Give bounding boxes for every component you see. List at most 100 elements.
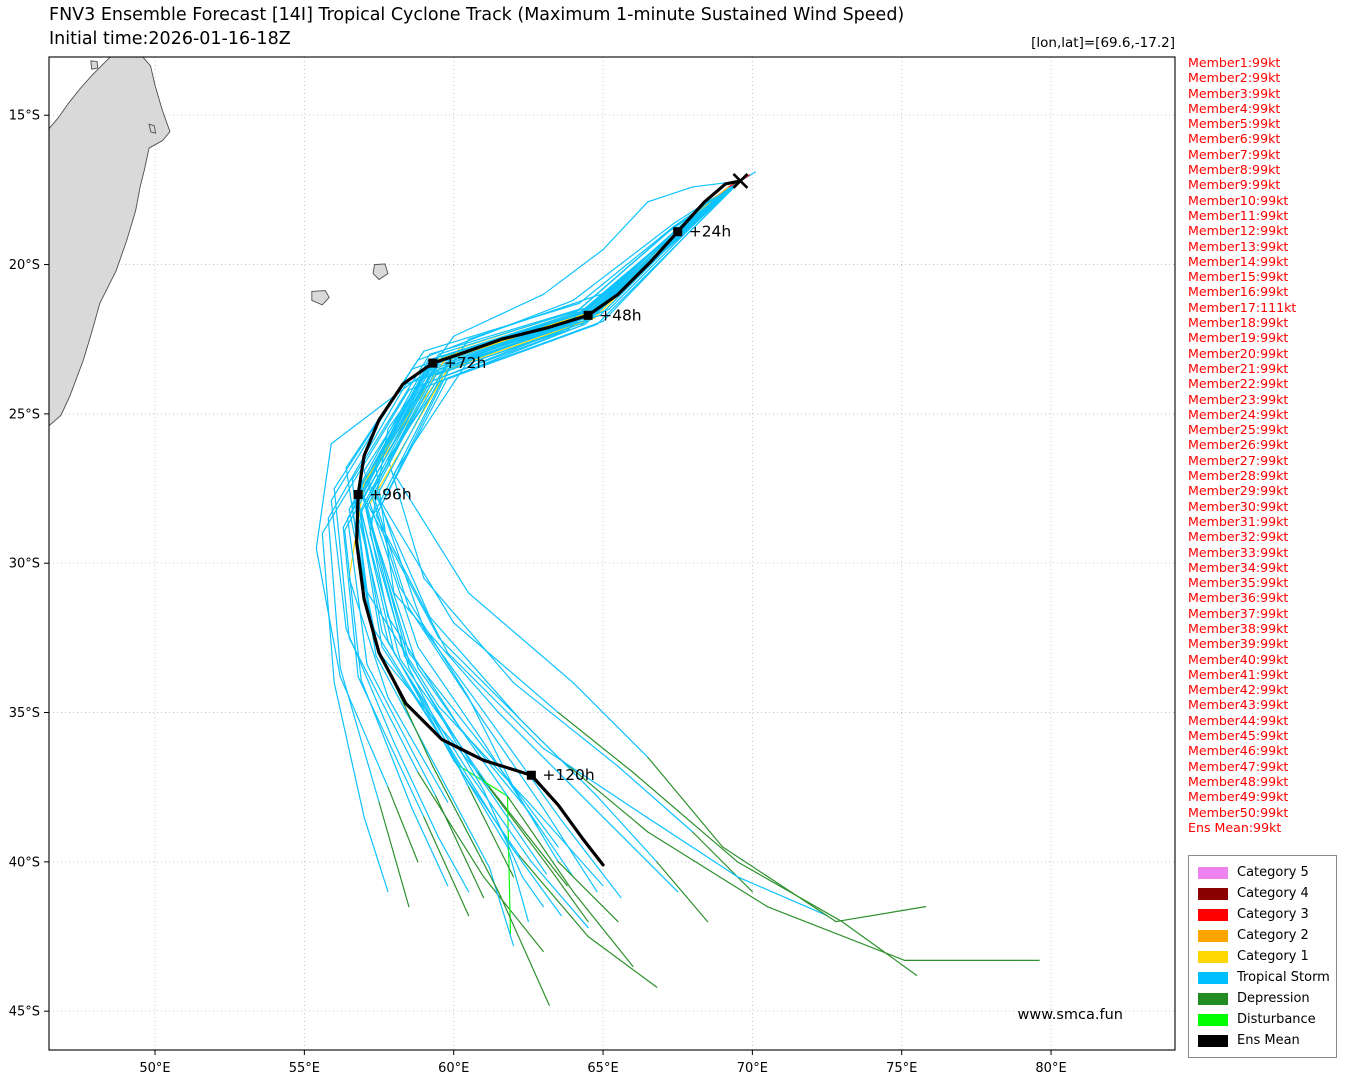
- waypoint-marker: [526, 770, 536, 780]
- member-track-segment: [575, 231, 670, 313]
- member-wind-item: Member36:99kt: [1188, 590, 1289, 606]
- member-track-segment: [339, 667, 380, 803]
- legend-swatch: [1198, 971, 1228, 984]
- y-tick-label: 40°S: [9, 855, 40, 870]
- legend-label: Category 2: [1237, 928, 1309, 943]
- member-track-segment: [453, 759, 521, 857]
- member-track-segment: [721, 846, 837, 923]
- member-track-segment: [421, 320, 579, 379]
- legend-item: Category 4: [1198, 883, 1327, 904]
- member-wind-item: Member18:99kt: [1188, 315, 1289, 331]
- member-wind-item: Member48:99kt: [1188, 773, 1289, 789]
- member-track-segment: [632, 771, 739, 863]
- member-wind-item: Member21:99kt: [1188, 360, 1289, 376]
- legend-swatch: [1198, 866, 1228, 879]
- member-track-segment: [345, 628, 395, 743]
- legend-label: Category 4: [1237, 886, 1309, 901]
- member-track-segment: [376, 493, 425, 630]
- landmass-sainte_marie: [148, 123, 157, 134]
- member-track-segment: [468, 786, 515, 878]
- member-wind-item: Member50:99kt: [1188, 804, 1289, 820]
- member-track-segment: [408, 607, 485, 723]
- member-wind-item: Member33:99kt: [1188, 544, 1289, 560]
- member-wind-item: Member6:99kt: [1188, 131, 1281, 147]
- waypoint-label: +24h: [689, 223, 732, 241]
- member-wind-item: Member2:99kt: [1188, 70, 1281, 86]
- member-track-segment: [447, 317, 595, 370]
- initial-position-label: [lon,lat]=[69.6,-17.2]: [1031, 35, 1175, 51]
- member-track-segment: [424, 325, 582, 388]
- member-track-segment: [315, 547, 341, 678]
- member-wind-item: Member8:99kt: [1188, 162, 1281, 178]
- member-wind-item: Member32:99kt: [1188, 529, 1289, 545]
- member-track-segment: [381, 502, 455, 624]
- member-track-segment: [393, 473, 470, 594]
- legend-label: Category 1: [1237, 949, 1309, 964]
- landmass-nosy_be: [90, 60, 99, 70]
- member-wind-item: Ens Mean:99kt: [1188, 819, 1282, 835]
- member-track-segment: [367, 355, 444, 481]
- member-track-segment: [393, 741, 440, 839]
- member-track-segment: [417, 771, 485, 878]
- member-wind-item: Member3:99kt: [1188, 85, 1281, 101]
- member-track-segment: [438, 705, 529, 803]
- member-track-segment: [766, 906, 906, 962]
- member-track-segment: [608, 228, 691, 310]
- member-track-segment: [364, 504, 406, 657]
- member-track-segment: [506, 846, 529, 923]
- member-track-segment: [617, 765, 694, 833]
- member-track-segment: [348, 637, 419, 773]
- member-wind-item: Member25:99kt: [1188, 422, 1289, 438]
- member-track-segment: [387, 786, 419, 863]
- member-track-segment: [442, 307, 594, 357]
- member-track-segment: [497, 891, 550, 1006]
- page-title: FNV3 Ensemble Forecast [14I] Tropical Cy…: [49, 5, 905, 25]
- x-tick-label: 65°E: [587, 1061, 618, 1076]
- legend-item: Category 1: [1198, 946, 1327, 967]
- legend-item: Disturbance: [1198, 1009, 1327, 1030]
- member-track-segment: [479, 777, 547, 875]
- member-track-segment: [692, 831, 753, 893]
- member-wind-item: Member28:99kt: [1188, 468, 1289, 484]
- member-wind-item: Member14:99kt: [1188, 253, 1289, 269]
- initial-time-label: Initial time:2026-01-16-18Z: [49, 29, 291, 49]
- legend-label: Depression: [1237, 991, 1310, 1006]
- member-track-segment: [429, 308, 580, 355]
- member-track-segment: [432, 765, 500, 893]
- member-track-segment: [423, 577, 515, 684]
- member-wind-item: Member37:99kt: [1188, 605, 1289, 621]
- member-track-segment: [436, 316, 591, 369]
- y-tick-label: 25°S: [9, 407, 40, 422]
- member-wind-item: Member13:99kt: [1188, 238, 1289, 254]
- member-track-segment: [408, 667, 470, 788]
- member-track-segment: [429, 616, 521, 720]
- member-track-segment: [476, 771, 550, 869]
- member-wind-item: Member27:99kt: [1188, 452, 1289, 468]
- member-track-segment: [333, 487, 350, 639]
- member-track-segment: [542, 249, 604, 296]
- x-tick-label: 70°E: [737, 1061, 768, 1076]
- member-track-segment: [548, 867, 589, 923]
- ensemble-member-tracks: [315, 171, 1040, 1006]
- member-track-segment: [378, 801, 410, 908]
- member-track-segment: [542, 747, 634, 809]
- member-wind-item: Member23:99kt: [1188, 391, 1289, 407]
- member-track-segment: [453, 753, 515, 851]
- member-wind-item: Member41:99kt: [1188, 666, 1289, 682]
- member-wind-item: Member26:99kt: [1188, 437, 1289, 453]
- waypoint-label: +120h: [542, 766, 594, 784]
- member-wind-item: Member49:99kt: [1188, 789, 1289, 805]
- member-track-segment: [647, 756, 724, 848]
- member-wind-item: Member42:99kt: [1188, 682, 1289, 698]
- member-wind-item: Member38:99kt: [1188, 620, 1289, 636]
- member-track-segment: [441, 323, 598, 382]
- ensemble-mean-track: [355, 179, 743, 867]
- member-wind-item: Member44:99kt: [1188, 712, 1289, 728]
- legend-swatch: [1198, 1034, 1228, 1047]
- member-track-segment: [356, 490, 383, 633]
- legend-item: Depression: [1198, 988, 1327, 1009]
- legend-swatch: [1198, 908, 1228, 921]
- landmass-madagascar: [49, 57, 171, 427]
- member-track-segment: [557, 756, 649, 833]
- member-track-segment: [453, 622, 559, 714]
